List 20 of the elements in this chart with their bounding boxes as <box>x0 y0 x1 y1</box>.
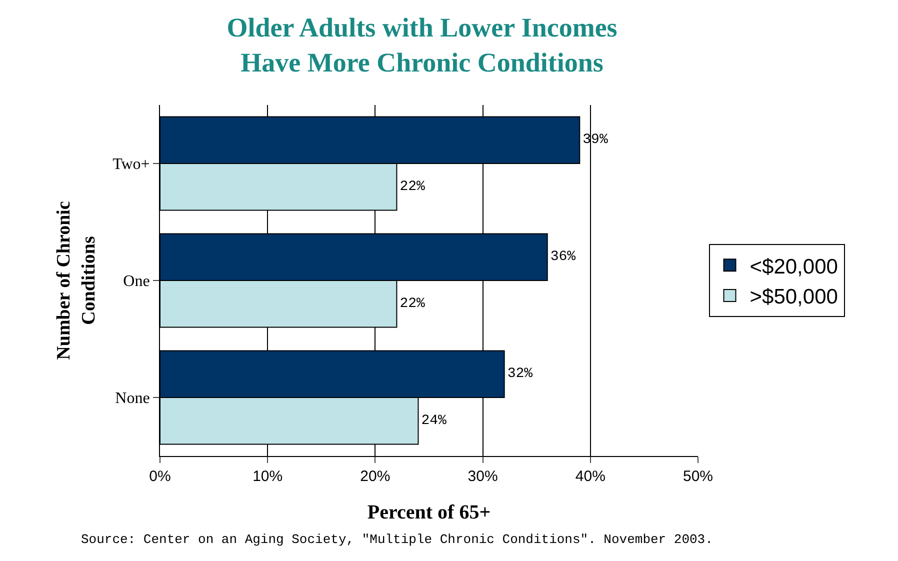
y-axis-title: Number of Chronic Conditions <box>54 201 100 360</box>
x-tick-label: 0% <box>149 468 171 485</box>
y-tick-label: Two+ <box>112 156 150 174</box>
x-tick-label: 10% <box>252 468 283 485</box>
x-tick-label: 40% <box>575 468 606 485</box>
y-tick-label: One <box>123 273 150 290</box>
data-label: 24% <box>421 412 448 429</box>
data-label: 32% <box>507 366 534 382</box>
source-note: Source: Center on an Aging Society, "Multiple Chronic Conditions". November 2003. <box>81 532 713 547</box>
x-tick-label: 30% <box>468 468 498 485</box>
y-tick-label: None <box>115 390 150 408</box>
x-tick-label: 20% <box>360 468 390 485</box>
legend-label: <$20,000 <box>750 255 838 278</box>
data-label: 36% <box>550 249 576 266</box>
x-tick-label: 50% <box>682 468 714 485</box>
x-axis-title: Percent of 65+ <box>367 502 491 524</box>
data-label: 22% <box>400 296 426 312</box>
data-label: 22% <box>400 178 426 195</box>
legend-label: >$50,000 <box>750 286 838 309</box>
chart-title: Older Adults with Lower Incomes Have More Chronic Conditions <box>226 12 618 78</box>
